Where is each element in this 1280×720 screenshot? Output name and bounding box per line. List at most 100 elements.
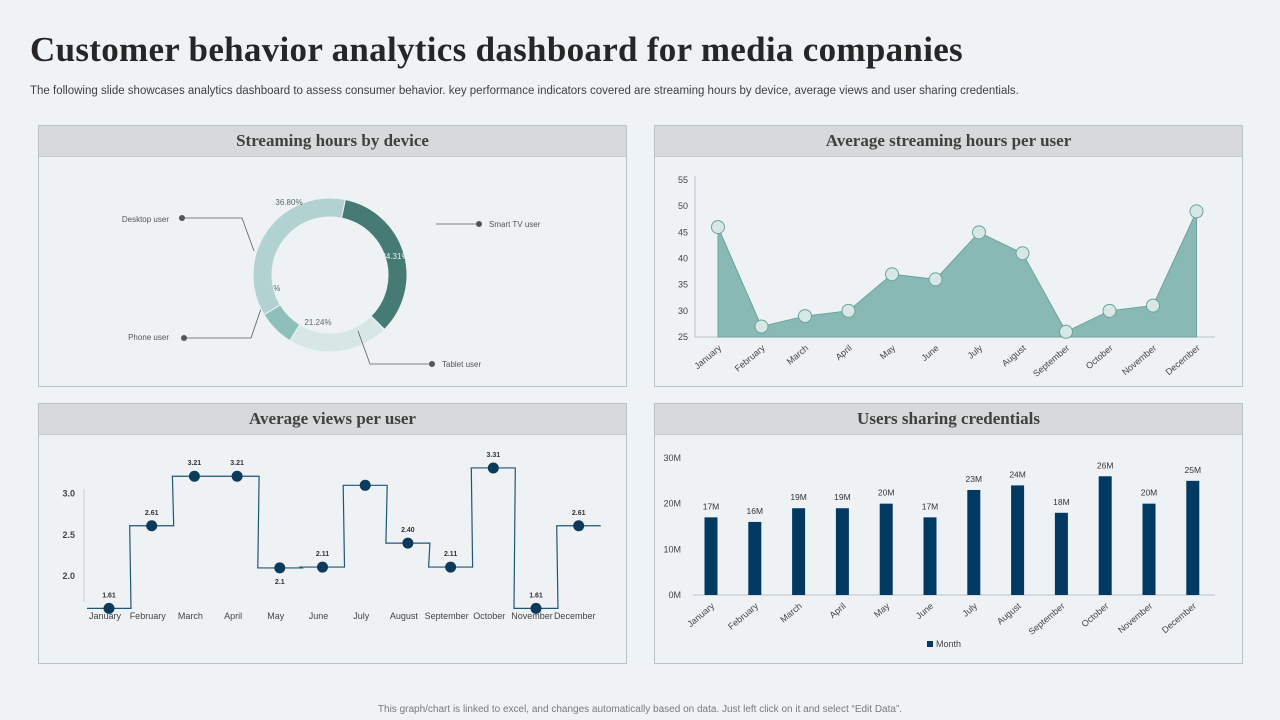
data-label: 2.61: [572, 510, 586, 517]
y-tick-label: 2.5: [62, 530, 75, 540]
data-label: 25M: [1185, 465, 1202, 475]
bar: [923, 517, 937, 595]
bar: [1011, 485, 1025, 595]
data-point: [1015, 246, 1030, 261]
donut-percent-label: 21.24%: [304, 318, 331, 327]
data-point: [188, 470, 200, 482]
data-point: [798, 309, 812, 324]
donut-percent-label: 36.80%: [275, 198, 302, 207]
data-point: [402, 537, 414, 549]
data-label: 2.40: [401, 527, 415, 534]
x-tick-label: April: [224, 611, 242, 621]
data-label: 2.61: [145, 510, 159, 517]
data-label: 16M: [747, 506, 764, 516]
legend-label-tablet-user: Tablet user: [442, 360, 481, 369]
page-subtitle: The following slide showcases analytics …: [30, 85, 1019, 97]
data-label: 19M: [790, 492, 807, 502]
y-tick-label: 30: [678, 306, 688, 316]
bar: [1098, 476, 1112, 595]
data-label: 23M: [966, 474, 983, 484]
donut-slice-smart-tv-user: [340, 198, 408, 331]
data-point: [274, 562, 286, 574]
data-point: [103, 602, 115, 614]
bar: [1054, 512, 1068, 595]
y-tick-label: 3.0: [62, 489, 75, 499]
x-tick-label: September: [425, 611, 469, 621]
x-tick-label: March: [778, 601, 804, 625]
area-series: [717, 211, 1197, 338]
data-point: [928, 272, 943, 287]
x-tick-label: June: [309, 611, 329, 621]
data-point: [231, 470, 243, 482]
panel-title: Users sharing credentials: [655, 404, 1242, 435]
legend-label: Month: [936, 639, 961, 649]
data-point: [885, 267, 899, 282]
x-tick-label: August: [995, 601, 1023, 627]
x-tick-label: August: [390, 611, 419, 621]
x-tick-label: July: [353, 611, 370, 621]
data-point: [1146, 298, 1160, 313]
bar: [1186, 480, 1200, 595]
panel-streaming-hours-by-device: Streaming hours by device 34.31% Smart TV…: [38, 125, 627, 387]
data-point: [711, 220, 725, 235]
bar: [748, 521, 762, 595]
data-label: 17M: [703, 501, 720, 511]
x-tick-label: August: [1000, 343, 1028, 369]
legend-label-desktop-user: Desktop user: [122, 215, 169, 224]
y-tick-label: 10M: [663, 544, 681, 554]
y-tick-label: 0M: [668, 590, 681, 600]
data-label: 1.61: [529, 592, 543, 599]
data-point: [359, 479, 371, 491]
data-point: [1189, 204, 1204, 219]
x-tick-label: December: [554, 611, 596, 621]
x-tick-label: July: [966, 343, 985, 361]
data-label: 3.31: [486, 452, 500, 459]
callout-dot: [181, 335, 187, 341]
x-tick-label: June: [919, 343, 940, 363]
x-tick-label: November: [511, 611, 553, 621]
x-tick-label: October: [1084, 343, 1115, 371]
data-label: 2.1: [275, 579, 285, 586]
data-point: [754, 319, 769, 334]
footer-note: This graph/chart is linked to excel, and…: [377, 704, 903, 715]
x-tick-label: May: [267, 611, 285, 621]
callout-dot: [476, 221, 482, 227]
x-tick-label: April: [834, 343, 854, 362]
x-tick-label: November: [1120, 343, 1158, 377]
data-label: 17M: [922, 501, 939, 511]
x-tick-label: April: [827, 601, 847, 620]
data-point: [1102, 303, 1117, 318]
x-tick-label: October: [473, 611, 505, 621]
legend-label-phone-user: Phone user: [128, 333, 169, 342]
step-series-line: [87, 467, 601, 609]
area-chart: 25 30 35 40 45 50 55 January February March April M…: [678, 175, 1215, 379]
data-point: [317, 561, 328, 573]
x-tick-label: September: [1031, 343, 1071, 379]
data-label: 18M: [1053, 497, 1070, 507]
data-label: 3.21: [230, 460, 244, 467]
data-point: [487, 462, 499, 474]
callout-line: [184, 302, 264, 339]
panel-average-views: Average views per user 2.0 2.5 3.0 1.61 2.61…: [38, 403, 627, 664]
callout-line: [182, 217, 255, 252]
data-label: 3.21: [188, 460, 202, 467]
x-tick-label: February: [733, 343, 767, 374]
x-tick-label: May: [872, 601, 892, 620]
data-label: 20M: [1141, 488, 1158, 498]
x-tick-label: January: [692, 343, 723, 372]
data-point: [1059, 324, 1073, 339]
x-tick-label: March: [785, 343, 811, 367]
y-tick-label: 2.0: [62, 571, 75, 581]
legend-label-smart-tv-user: Smart TV user: [489, 220, 541, 229]
x-tick-label: December: [1164, 343, 1202, 377]
bar-chart: 0M 10M 20M 30M 17M 16M 19M 19M 20M 17M 23M 24M 18M 26…: [663, 453, 1215, 649]
callout-dot: [429, 361, 435, 367]
data-point: [972, 225, 986, 240]
bar: [835, 508, 849, 595]
y-tick-label: 40: [678, 254, 688, 264]
x-tick-label: January: [685, 601, 716, 630]
x-tick-label: March: [178, 611, 203, 621]
donut-percent-label: 34.31%: [381, 252, 408, 261]
y-tick-label: 25: [678, 332, 688, 342]
page-title: Customer behavior analytics dashboard fo…: [30, 30, 963, 69]
